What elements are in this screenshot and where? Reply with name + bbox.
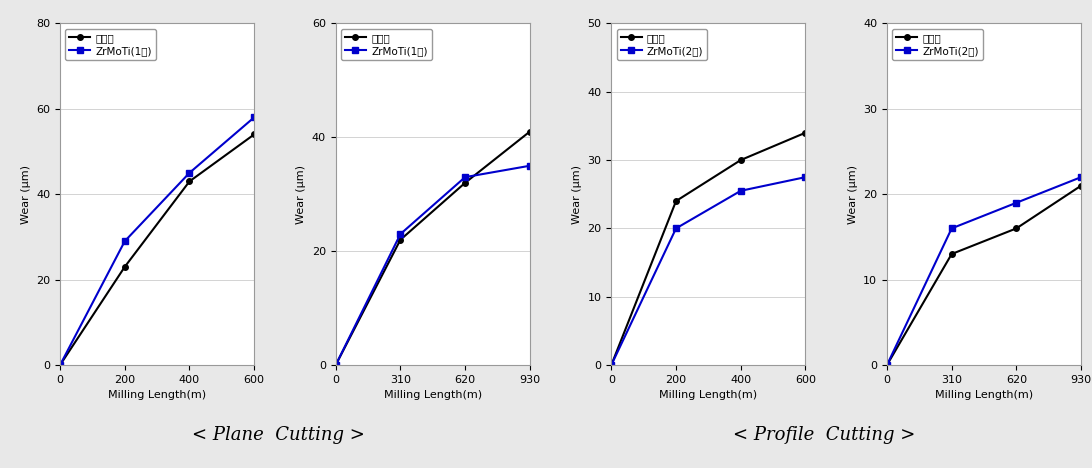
Y-axis label: Wear (μm): Wear (μm): [21, 165, 31, 224]
선진사: [183, 179, 197, 184]
ZrMoTi(2싰): [799, 175, 812, 180]
Line: 선진사: 선진사: [333, 129, 533, 368]
선진사: [54, 362, 67, 368]
Y-axis label: Wear (μm): Wear (μm): [296, 165, 306, 224]
X-axis label: Milling Length(m): Milling Length(m): [660, 390, 758, 400]
ZrMoTi(1싰): [523, 163, 536, 168]
Text: < Plane  Cutting >: < Plane Cutting >: [192, 426, 365, 444]
ZrMoTi(2싰): [1010, 200, 1023, 205]
Legend: 선진사, ZrMoTi(1싰): 선진사, ZrMoTi(1싰): [66, 29, 156, 60]
Text: < Profile  Cutting >: < Profile Cutting >: [733, 426, 916, 444]
선진사: [459, 180, 472, 186]
Line: ZrMoTi(2싰): ZrMoTi(2싰): [608, 175, 808, 368]
Line: 선진사: 선진사: [57, 132, 257, 368]
선진사: [1010, 226, 1023, 231]
ZrMoTi(2싰): [880, 362, 893, 368]
Y-axis label: Wear (μm): Wear (μm): [847, 165, 857, 224]
Legend: 선진사, ZrMoTi(2싰): 선진사, ZrMoTi(2싰): [892, 29, 983, 60]
ZrMoTi(1싰): [394, 231, 407, 237]
Line: 선진사: 선진사: [885, 183, 1084, 368]
ZrMoTi(2싰): [605, 362, 618, 368]
Y-axis label: Wear (μm): Wear (μm): [572, 165, 582, 224]
ZrMoTi(1싰): [248, 115, 261, 120]
Line: ZrMoTi(1싰): ZrMoTi(1싰): [57, 115, 257, 368]
선진사: [669, 198, 682, 204]
Legend: 선진사, ZrMoTi(1싰): 선진사, ZrMoTi(1싰): [341, 29, 431, 60]
선진사: [118, 264, 131, 270]
선진사: [1075, 183, 1088, 189]
선진사: [799, 130, 812, 136]
ZrMoTi(2싰): [669, 226, 682, 231]
Line: 선진사: 선진사: [608, 130, 808, 368]
ZrMoTi(2싰): [1075, 174, 1088, 180]
선진사: [605, 362, 618, 368]
선진사: [880, 362, 893, 368]
X-axis label: Milling Length(m): Milling Length(m): [935, 390, 1033, 400]
선진사: [734, 157, 747, 163]
Legend: 선진사, ZrMoTi(2싰): 선진사, ZrMoTi(2싰): [617, 29, 708, 60]
선진사: [945, 251, 958, 257]
X-axis label: Milling Length(m): Milling Length(m): [383, 390, 482, 400]
Line: ZrMoTi(1싰): ZrMoTi(1싰): [333, 163, 533, 368]
ZrMoTi(1싰): [118, 238, 131, 244]
Line: ZrMoTi(2싰): ZrMoTi(2싰): [885, 175, 1084, 368]
ZrMoTi(1싰): [329, 362, 342, 368]
선진사: [394, 237, 407, 242]
ZrMoTi(1싰): [54, 362, 67, 368]
선진사: [248, 132, 261, 137]
ZrMoTi(1싰): [459, 175, 472, 180]
선진사: [329, 362, 342, 368]
X-axis label: Milling Length(m): Milling Length(m): [108, 390, 206, 400]
ZrMoTi(2싰): [734, 188, 747, 194]
선진사: [523, 129, 536, 134]
ZrMoTi(1싰): [183, 170, 197, 176]
ZrMoTi(2싰): [945, 226, 958, 231]
